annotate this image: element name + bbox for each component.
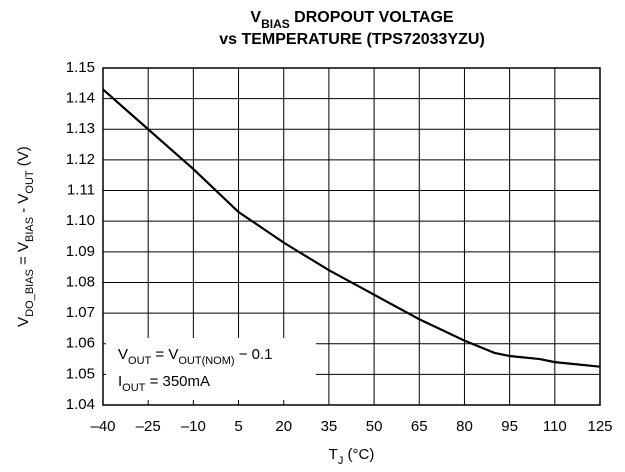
y-tick-label: 1.06 (66, 335, 95, 352)
y-tick-label: 1.05 (66, 365, 95, 382)
subscript: J (338, 455, 344, 467)
text-part: = 350mA (145, 373, 210, 390)
y-tick-label: 1.13 (66, 120, 95, 137)
text-part: - V (15, 194, 32, 217)
x-tick-label: 50 (366, 418, 383, 435)
x-tick-label: 35 (321, 418, 338, 435)
text-part: V (118, 346, 128, 363)
x-tick-label: 5 (234, 418, 242, 435)
subscript: OUT (24, 170, 36, 194)
text-part: I (118, 373, 122, 390)
annotation: VOUT = VOUT(NOM) − 0.1 (118, 346, 273, 367)
text-part: = V (15, 242, 32, 269)
y-tick-label: 1.07 (66, 304, 95, 321)
x-tick-label: 65 (411, 418, 428, 435)
x-tick-label: –25 (136, 418, 161, 435)
text-part: (V) (15, 146, 32, 170)
y-tick-label: 1.11 (67, 182, 95, 199)
subscript: BIAS (261, 17, 290, 31)
text-part: (°C) (343, 446, 374, 463)
x-tick-label: 125 (587, 418, 612, 435)
text-part: V (15, 317, 32, 327)
text-part: = V (151, 346, 178, 363)
text-part: DROPOUT VOLTAGE (290, 9, 454, 26)
y-tick-label: 1.10 (66, 212, 95, 229)
text-part: vs TEMPERATURE (TPS72033YZU) (219, 31, 485, 48)
subscript: OUT (122, 382, 146, 394)
subscript: DO_BIAS (24, 269, 36, 317)
annotation: IOUT = 350mA (118, 373, 210, 394)
y-tick-label: 1.12 (66, 151, 95, 168)
y-tick-label: 1.08 (66, 273, 95, 290)
subscript: BIAS (24, 217, 36, 242)
chart-title: VBIAS DROPOUT VOLTAGE (250, 9, 454, 31)
line-series (102, 88, 601, 368)
y-axis-label: VDO_BIAS = VBIAS - VOUT (V) (15, 146, 36, 327)
text-part: − 0.1 (235, 346, 273, 363)
subscript: OUT(NOM) (178, 355, 234, 367)
x-tick-label: –40 (90, 418, 115, 435)
text-part: V (250, 9, 261, 26)
subscript: OUT (128, 355, 152, 367)
y-tick-label: 1.09 (66, 243, 95, 260)
y-tick-label: 1.15 (66, 59, 95, 76)
y-tick-label: 1.14 (66, 90, 95, 107)
x-tick-label: 20 (275, 418, 292, 435)
x-axis-label: TJ (°C) (329, 446, 375, 467)
x-tick-label: –10 (181, 418, 206, 435)
x-tick-label: 95 (501, 418, 518, 435)
annotation-box (106, 338, 316, 400)
x-tick-label: 110 (543, 418, 567, 435)
text-part: T (329, 446, 338, 463)
plot-frame (102, 67, 601, 406)
x-tick-label: 80 (456, 418, 473, 435)
chart-title: vs TEMPERATURE (TPS72033YZU) (219, 31, 485, 48)
y-tick-label: 1.04 (66, 396, 95, 413)
